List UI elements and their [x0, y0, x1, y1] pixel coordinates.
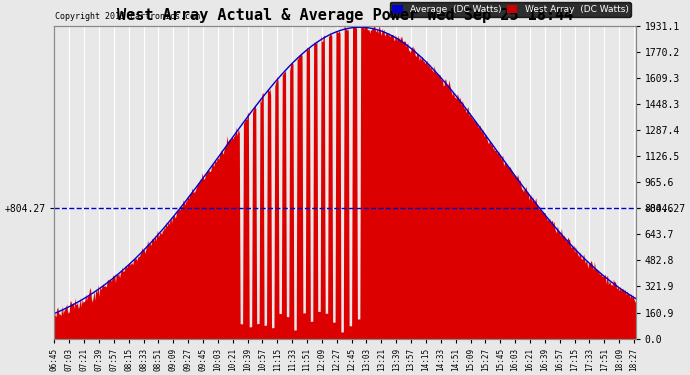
- Text: Copyright 2013 Cartronics.com: Copyright 2013 Cartronics.com: [55, 12, 201, 21]
- Title: West Array Actual & Average Power Wed Sep 25 18:44: West Array Actual & Average Power Wed Se…: [117, 8, 573, 23]
- Legend: Average  (DC Watts), West Array  (DC Watts): Average (DC Watts), West Array (DC Watts…: [390, 2, 631, 16]
